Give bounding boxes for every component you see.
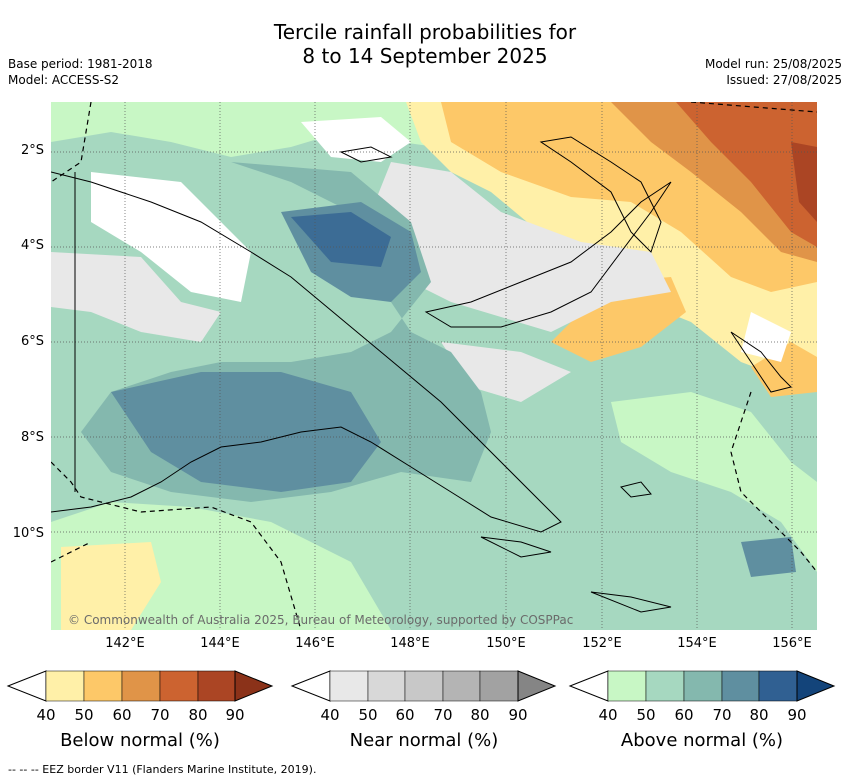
lat-tick-4s: 4°S <box>20 238 44 253</box>
colorbar-below-cell <box>197 670 236 702</box>
lon-tick-146e: 146°E <box>295 636 335 651</box>
lat-tick-2s: 2°S <box>20 143 44 158</box>
colorbar-below-max <box>234 670 274 702</box>
near-40-west <box>51 252 221 342</box>
below-tick: 50 <box>74 706 94 724</box>
base-model-info: Base period: 1981-2018 Model: ACCESS-S2 <box>8 56 153 88</box>
eez-footnote: -- -- -- EEZ border V11 (Flanders Marine… <box>8 763 317 776</box>
colorbar-near-cell <box>367 670 406 702</box>
below-tick: 90 <box>225 706 245 724</box>
below-40-southwest <box>61 542 161 630</box>
title-line-1: Tercile rainfall probabilities for <box>273 20 577 44</box>
below-tick: 80 <box>188 706 208 724</box>
above-tick: 50 <box>636 706 656 724</box>
below-tick: 40 <box>36 706 56 724</box>
below-80-ne <box>791 142 817 222</box>
above-70-south <box>111 372 381 492</box>
issued-text: Issued: 27/08/2025 <box>726 73 842 87</box>
near-40-central <box>371 162 671 332</box>
near-tick: 80 <box>470 706 490 724</box>
colorbar-above-min <box>568 670 609 702</box>
colorbar-above-cell <box>645 670 685 702</box>
colorbar-below <box>6 670 274 702</box>
lon-tick-152e: 152°E <box>582 636 622 651</box>
no-signal-east <box>741 312 791 362</box>
colorbar-above-cell <box>607 670 647 702</box>
lon-tick-142e: 142°E <box>105 636 145 651</box>
above-tick: 90 <box>787 706 807 724</box>
colorbar-above <box>568 670 836 702</box>
model-run-text: Model run: 25/08/2025 <box>704 57 842 71</box>
below-50-east <box>751 342 817 397</box>
eez-border <box>51 102 817 630</box>
below-70-ne <box>676 102 817 247</box>
lat-tick-6s: 6°S <box>20 334 44 349</box>
colorbar-near-cell <box>479 670 519 702</box>
colorbars-svg <box>6 670 836 702</box>
above-tick: 80 <box>749 706 769 724</box>
above-70-se <box>741 537 796 577</box>
colorbar-below-cell <box>83 670 123 702</box>
map-svg <box>51 102 817 630</box>
near-tick: 40 <box>320 706 340 724</box>
graticule <box>51 102 817 630</box>
near-normal-label: Near normal (%) <box>349 730 499 751</box>
near-tick: 50 <box>358 706 378 724</box>
colorbar-near-cell <box>442 670 481 702</box>
lon-tick-148e: 148°E <box>390 636 430 651</box>
lat-tick-8s: 8°S <box>20 430 44 445</box>
lon-tick-156e: 156°E <box>772 636 812 651</box>
colorbar-near-max <box>517 670 557 702</box>
base-period-text: Base period: 1981-2018 <box>8 57 153 71</box>
near-tick: 90 <box>508 706 528 724</box>
model-text: Model: ACCESS-S2 <box>8 73 120 87</box>
near-tick: 60 <box>395 706 415 724</box>
colorbar-above-cell <box>683 670 723 702</box>
colorbar-below-cell <box>159 670 199 702</box>
coastlines <box>51 136 792 613</box>
colorbar-above-cell <box>721 670 760 702</box>
near-tick: 70 <box>433 706 453 724</box>
colorbar-near-min <box>290 670 331 702</box>
colorbar-near-cell <box>329 670 369 702</box>
run-issue-info: Model run: 25/08/2025 Issued: 27/08/2025 <box>705 56 842 88</box>
colorbar-below-cell <box>45 670 85 702</box>
map-title: Tercile rainfall probabilities for 8 to … <box>0 20 850 68</box>
below-normal-label: Below normal (%) <box>60 730 220 751</box>
above-tick: 40 <box>598 706 618 724</box>
colorbar-below-cell <box>121 670 161 702</box>
above-normal-label: Above normal (%) <box>620 730 784 751</box>
above-tick: 70 <box>712 706 732 724</box>
no-signal-west <box>91 172 251 302</box>
copyright-text: © Commonwealth of Australia 2025, Bureau… <box>68 613 574 627</box>
above-tick: 60 <box>674 706 694 724</box>
lon-tick-144e: 144°E <box>200 636 240 651</box>
above-80-highlands <box>291 212 391 267</box>
lat-tick-10s: 10°S <box>12 526 44 541</box>
colorbar-above-cell <box>758 670 798 702</box>
lon-tick-150e: 150°E <box>486 636 526 651</box>
no-signal-north <box>301 117 411 162</box>
probability-map <box>51 102 817 630</box>
colorbar-near <box>290 670 557 702</box>
colorbar-above-max <box>796 670 836 702</box>
lon-tick-154e: 154°E <box>677 636 717 651</box>
below-tick: 60 <box>112 706 132 724</box>
colorbar-near-cell <box>404 670 444 702</box>
below-50-central <box>551 277 686 362</box>
colorbar-below-min <box>6 670 47 702</box>
below-tick: 70 <box>150 706 170 724</box>
title-line-2: 8 to 14 September 2025 <box>302 44 548 68</box>
